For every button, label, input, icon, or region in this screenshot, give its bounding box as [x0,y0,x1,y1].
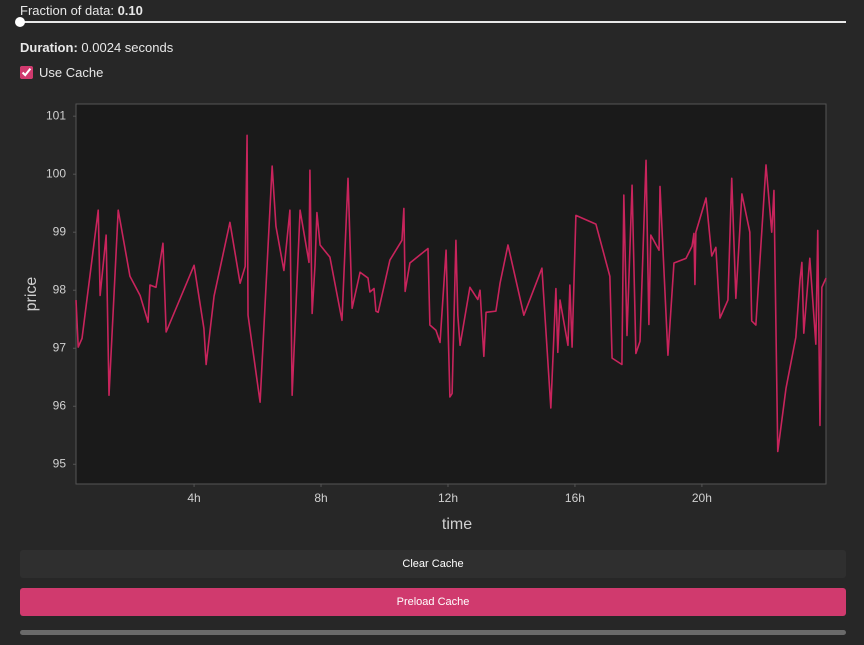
y-tick-label: 101 [46,108,66,122]
x-tick-label: 16h [565,491,585,505]
y-tick-label: 95 [53,456,67,470]
fraction-label: Fraction of data: [20,3,114,18]
use-cache[interactable]: Use Cache [20,65,103,80]
price-line [75,134,827,453]
y-tick-label: 100 [46,166,66,180]
slider-knob[interactable] [15,17,25,27]
chart: time price 95 96 97 98 99 100 101 4h 8h 12h 16h 20h [23,103,827,533]
x-tick-label: 12h [438,491,458,505]
duration-value: 0.0024 seconds [81,40,174,55]
y-axis-label: price [23,277,40,312]
use-cache-checkbox[interactable] [20,66,33,79]
x-tick-label: 20h [692,491,712,505]
y-tick-label: 99 [53,224,67,238]
x-axis-label: time [442,516,472,533]
plot-area [75,103,827,485]
duration-row: Duration: 0.0024 seconds [20,40,173,55]
use-cache-label: Use Cache [39,65,104,80]
y-tick-label: 98 [53,282,67,296]
progress-bar [20,630,846,635]
slider-track[interactable] [20,21,846,23]
fraction-label-row: Fraction of data: 0.10 [20,3,143,18]
x-tick-label: 4h [187,491,200,505]
y-tick-label: 96 [53,398,67,412]
y-tick-label: 97 [53,340,67,354]
fraction-value: 0.10 [117,3,143,18]
x-tick-label: 8h [314,491,327,505]
preload-cache-button[interactable]: Preload Cache [20,588,846,616]
duration-label: Duration: [20,40,78,55]
clear-cache-button[interactable]: Clear Cache [20,550,846,578]
